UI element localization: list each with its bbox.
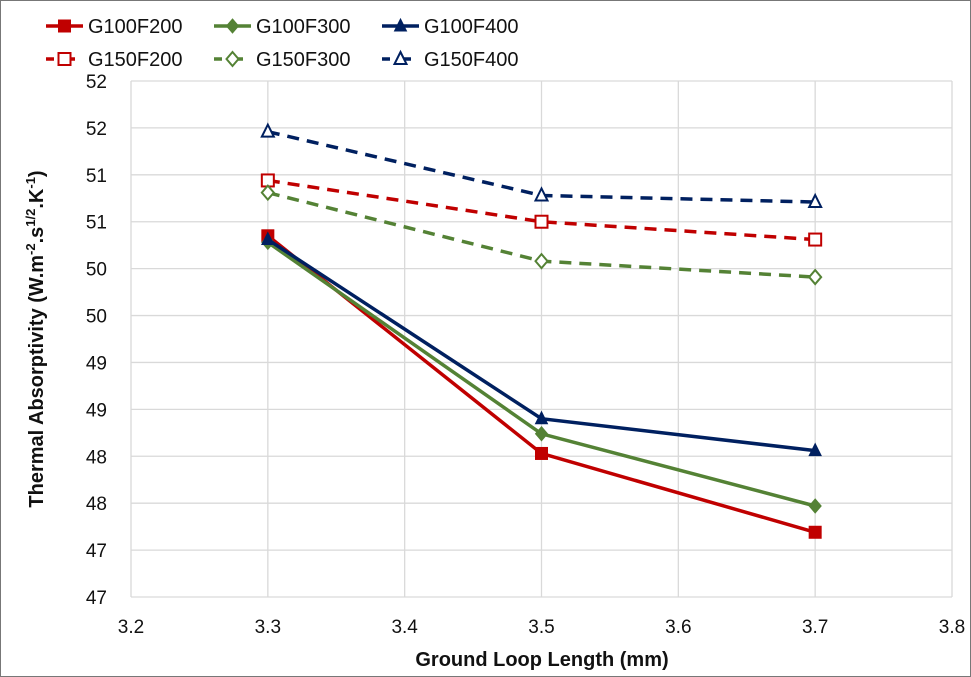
y-tick-label: 47 xyxy=(86,541,107,562)
square-marker-icon xyxy=(57,52,72,66)
legend-item-g150f200: G150F200 xyxy=(46,49,183,71)
triangle-marker-icon xyxy=(392,49,409,65)
data-point xyxy=(534,425,549,442)
data-point xyxy=(534,252,549,270)
data-point xyxy=(260,122,276,138)
legend: G100F200 G100F300 G100F400 G150F200 G150F300… xyxy=(46,16,519,71)
data-point xyxy=(808,525,822,539)
square-marker-icon xyxy=(58,19,71,33)
data-point xyxy=(534,214,549,229)
legend-item-g150f400: G150F400 xyxy=(382,49,519,71)
series-g150f200 xyxy=(260,173,823,247)
y-axis-title-part: ) xyxy=(26,170,48,177)
x-tick-label: 3.4 xyxy=(391,617,418,638)
x-tick-label: 3.7 xyxy=(802,617,828,638)
x-tick-label: 3.8 xyxy=(939,617,965,638)
x-axis-title: Ground Loop Length (mm) xyxy=(415,649,668,671)
data-point xyxy=(261,231,275,246)
axis-ticks: 3.2 3.3 3.4 3.5 3.6 3.7 3.8 47 47 48 48 49 49 50 50 51 5… xyxy=(86,72,965,638)
y-tick-label: 51 xyxy=(86,166,107,187)
y-tick-label: 49 xyxy=(86,353,107,374)
y-axis-title-superscript: -1 xyxy=(23,177,38,189)
series-g150f300 xyxy=(260,184,823,286)
y-tick-label: 48 xyxy=(86,447,107,468)
data-point xyxy=(808,498,822,514)
triangle-marker-icon xyxy=(393,17,408,32)
y-tick-label: 50 xyxy=(86,307,107,328)
data-point xyxy=(808,232,823,247)
diamond-marker-icon xyxy=(225,50,240,68)
y-tick-label: 51 xyxy=(86,213,107,234)
y-tick-label: 49 xyxy=(86,400,107,421)
y-tick-label: 52 xyxy=(86,72,107,93)
y-axis-title: Thermal Absorptivity (W.m-2.s1/2.K-1) xyxy=(23,170,48,507)
y-axis-title-part: .s xyxy=(26,227,48,244)
series-lines xyxy=(260,122,823,539)
legend-item-g100f200: G100F200 xyxy=(46,16,183,38)
y-tick-label: 47 xyxy=(86,588,107,609)
data-point xyxy=(807,268,823,286)
data-point xyxy=(535,446,548,460)
y-axis-title-part: .K xyxy=(26,188,48,209)
y-axis-title-superscript: -2 xyxy=(23,243,38,255)
legend-item-g150f300: G150F300 xyxy=(214,49,351,71)
diamond-marker-icon xyxy=(225,18,240,34)
legend-label: G100F200 xyxy=(88,16,183,38)
y-tick-label: 50 xyxy=(86,260,107,281)
data-point xyxy=(807,192,823,209)
y-axis-title-part: Thermal Absorptivity (W.m xyxy=(26,255,48,508)
gridlines xyxy=(130,80,953,598)
x-tick-label: 3.2 xyxy=(118,617,144,638)
legend-label: G100F300 xyxy=(256,16,351,38)
y-axis-title-superscript: 1/2 xyxy=(23,209,38,227)
legend-label: G150F400 xyxy=(424,49,519,71)
legend-label: G100F400 xyxy=(424,16,519,38)
legend-item-g100f400: G100F400 xyxy=(382,16,519,38)
data-point xyxy=(533,186,550,202)
data-point xyxy=(808,442,822,457)
x-tick-label: 3.5 xyxy=(528,617,554,638)
x-tick-label: 3.3 xyxy=(255,617,281,638)
series-g100f400 xyxy=(261,231,822,457)
legend-label: G150F300 xyxy=(256,49,351,71)
data-point xyxy=(260,184,276,202)
legend-label: G150F200 xyxy=(88,49,183,71)
y-tick-label: 52 xyxy=(86,119,107,140)
series-g150f400 xyxy=(260,122,823,209)
y-tick-label: 48 xyxy=(86,494,107,515)
legend-item-g100f300: G100F300 xyxy=(214,16,351,38)
x-tick-label: 3.6 xyxy=(665,617,691,638)
data-point xyxy=(534,410,549,425)
